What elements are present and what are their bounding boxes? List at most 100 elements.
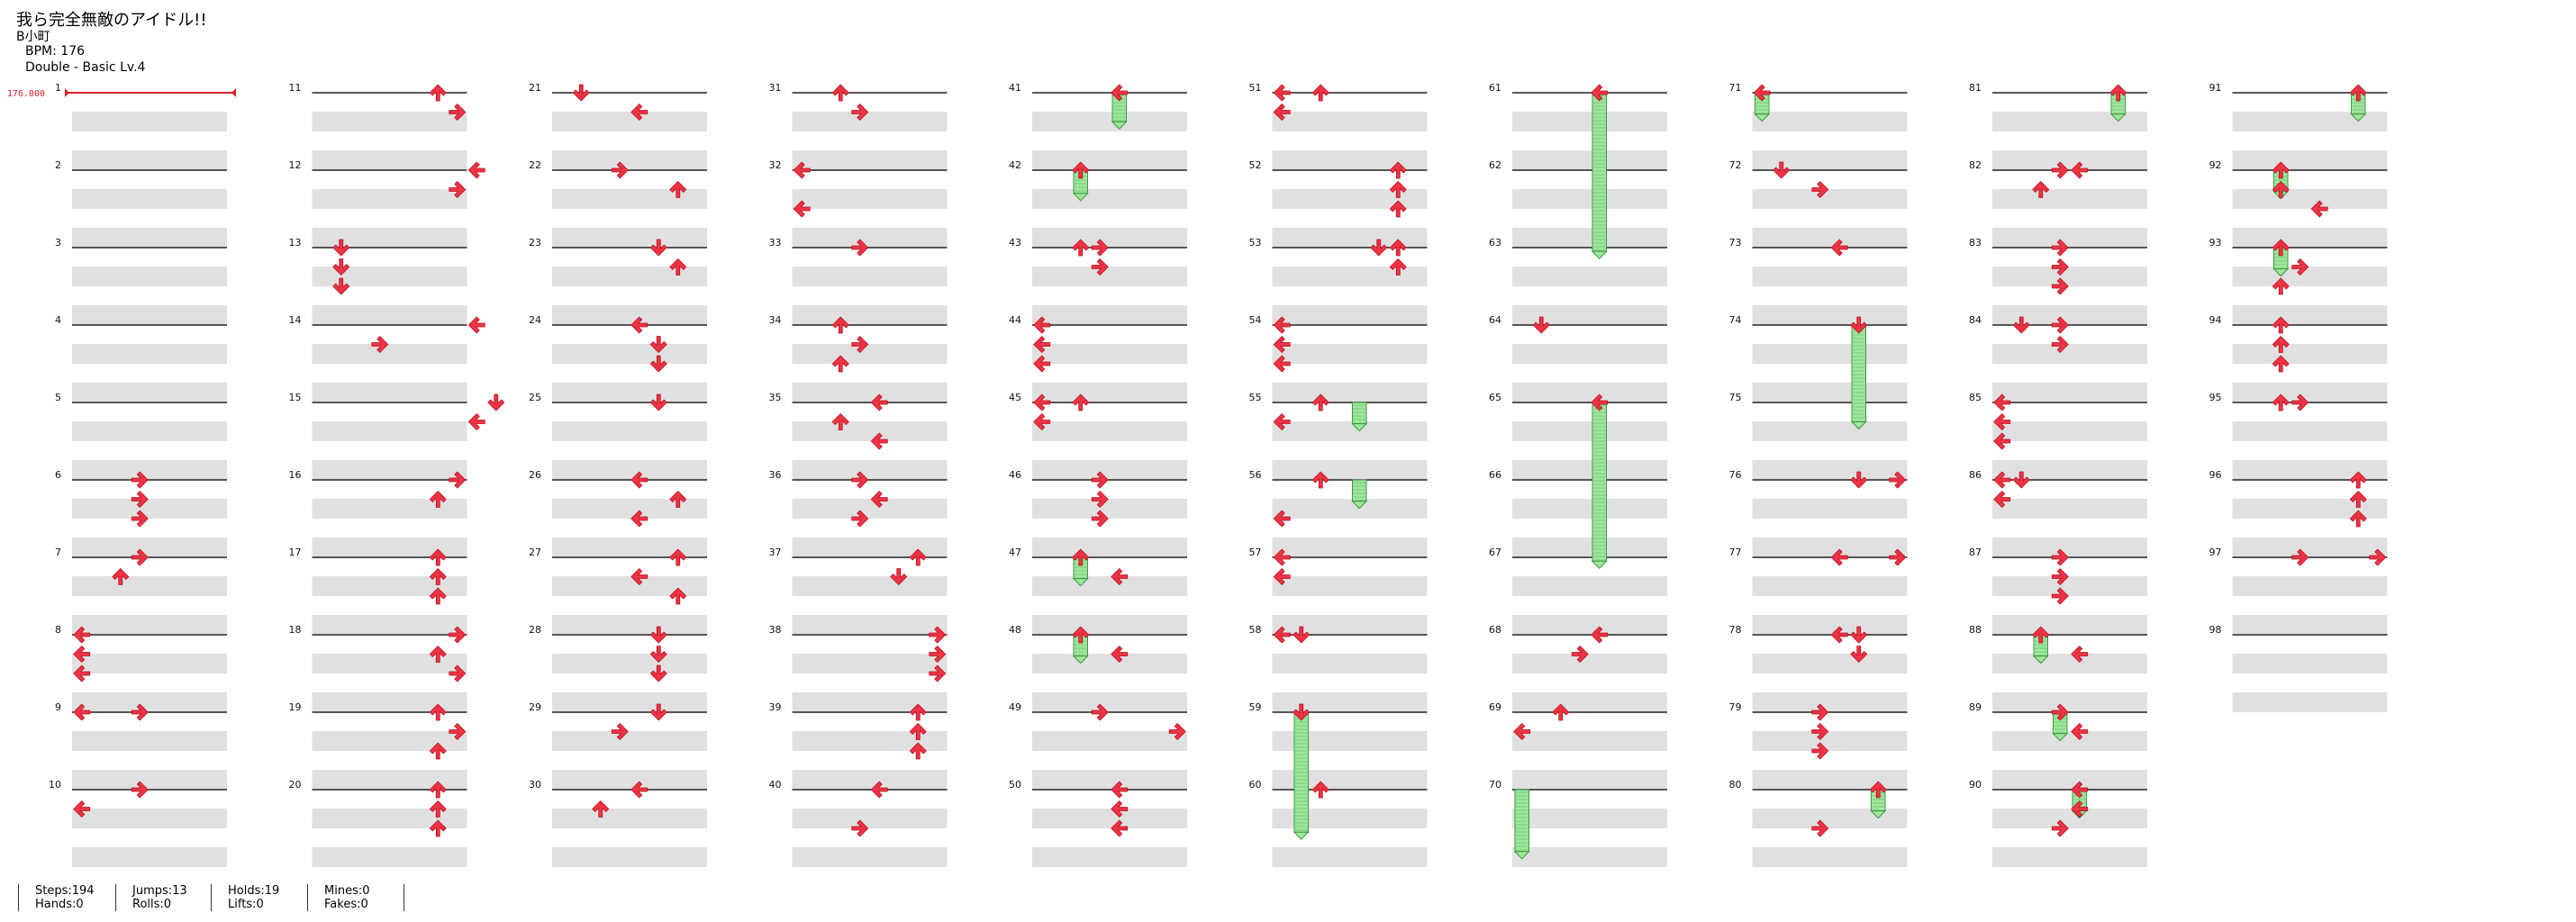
measure-18: 18 xyxy=(289,624,467,712)
measure-number: 20 xyxy=(289,779,302,791)
hold-note xyxy=(1351,402,1368,432)
left-arrow-icon xyxy=(73,664,91,682)
left-arrow-icon xyxy=(2071,646,2089,663)
left-arrow-icon xyxy=(2071,781,2089,799)
beat-stripe xyxy=(1032,615,1187,635)
hold-note xyxy=(2109,92,2127,122)
measure-21: 21 xyxy=(529,82,707,170)
left-arrow-icon xyxy=(1830,626,1848,644)
beat-stripe xyxy=(552,576,707,596)
measure-30: 30 xyxy=(529,779,707,867)
measure-11: 11 xyxy=(289,82,467,170)
down-arrow-icon xyxy=(1293,626,1311,644)
measure-69: 69 xyxy=(1489,701,1667,790)
measure-2: 2 xyxy=(55,159,227,248)
measure-number: 77 xyxy=(1729,547,1742,558)
left-arrow-icon xyxy=(1033,316,1051,334)
left-arrow-icon xyxy=(1273,548,1291,566)
up-arrow-icon xyxy=(429,819,447,837)
beat-stripe xyxy=(1752,847,1908,867)
down-arrow-icon xyxy=(1850,646,1868,663)
measure-number: 68 xyxy=(1489,624,1501,636)
beat-stripe xyxy=(312,189,467,209)
beat-stripe xyxy=(1512,770,1667,790)
right-arrow-icon xyxy=(2051,277,2069,295)
down-arrow-icon xyxy=(1850,316,1868,334)
measure-70: 70 xyxy=(1489,779,1667,867)
beat-stripe xyxy=(72,305,227,325)
beat-stripe xyxy=(792,847,948,867)
up-arrow-icon xyxy=(429,742,447,760)
measure-67: 67 xyxy=(1489,547,1667,635)
beat-stripe xyxy=(1752,421,1908,441)
measure-12: 12 xyxy=(289,159,467,248)
up-arrow-icon xyxy=(1072,239,1090,257)
beat-stripe xyxy=(1512,499,1667,519)
up-arrow-icon xyxy=(2032,181,2050,198)
beat-stripe xyxy=(1752,267,1908,286)
up-arrow-icon xyxy=(2272,336,2290,353)
left-arrow-icon xyxy=(2071,161,2089,179)
down-arrow-icon xyxy=(2012,471,2030,489)
left-arrow-icon xyxy=(1033,336,1051,353)
beat-stripe xyxy=(2232,499,2388,519)
beat-stripe xyxy=(1272,189,1428,209)
measure-number: 74 xyxy=(1729,314,1742,326)
beat-stripe xyxy=(1512,809,1667,828)
hold-note xyxy=(2350,92,2367,122)
stat-jumps: Jumps:13 xyxy=(132,884,187,898)
measure-number: 51 xyxy=(1249,82,1262,94)
left-arrow-icon xyxy=(1273,510,1291,528)
measure-number: 59 xyxy=(1249,701,1262,713)
measure-50: 50 xyxy=(1009,779,1187,867)
left-arrow-icon xyxy=(630,510,649,528)
beat-stripe xyxy=(1272,460,1428,480)
measure-number: 76 xyxy=(1729,469,1742,481)
right-arrow-icon xyxy=(449,104,467,121)
measure-number: 2 xyxy=(55,159,61,171)
measure-25: 25 xyxy=(529,392,707,480)
measure-number: 88 xyxy=(1969,624,1982,636)
beat-stripe xyxy=(1272,267,1428,286)
difficulty-label: Double - Basic Lv.4 xyxy=(25,60,146,75)
right-arrow-icon xyxy=(2051,258,2069,276)
beat-stripe xyxy=(552,731,707,751)
beat-stripe xyxy=(1272,344,1428,364)
down-arrow-icon xyxy=(649,703,667,721)
measure-65: 65 xyxy=(1489,392,1667,480)
beat-stripe xyxy=(1752,576,1908,596)
measure-number: 98 xyxy=(2209,624,2222,636)
hold-note xyxy=(1591,402,1608,570)
measure-20: 20 xyxy=(289,779,467,867)
measure-number: 27 xyxy=(529,547,541,558)
measure-88: 88 xyxy=(1969,624,2147,712)
beat-stripe xyxy=(312,809,467,828)
beat-stripe xyxy=(2232,654,2388,673)
measure-number: 34 xyxy=(769,314,782,326)
beat-stripe xyxy=(312,267,467,286)
measure-number: 43 xyxy=(1009,237,1021,249)
up-arrow-icon xyxy=(1311,393,1329,411)
right-arrow-icon xyxy=(2051,548,2069,566)
beat-stripe xyxy=(1272,421,1428,441)
left-arrow-icon xyxy=(73,703,91,721)
beat-stripe xyxy=(1992,305,2147,325)
left-arrow-icon xyxy=(1111,646,1129,663)
beat-stripe xyxy=(1512,615,1667,635)
left-arrow-icon xyxy=(467,413,485,430)
beat-stripe xyxy=(1272,112,1428,131)
up-arrow-icon xyxy=(2349,471,2367,489)
measure-7: 7 xyxy=(55,547,227,635)
hold-note xyxy=(2052,711,2069,742)
beat-stripe xyxy=(72,576,227,596)
measure-number: 11 xyxy=(289,82,302,94)
beat-stripe xyxy=(1992,112,2147,131)
measure-3: 3 xyxy=(55,237,227,325)
measure-74: 74 xyxy=(1729,314,1908,402)
measure-number: 72 xyxy=(1729,159,1742,171)
beat-stripe xyxy=(312,731,467,751)
beat-stripe xyxy=(552,150,707,170)
beat-stripe xyxy=(1032,576,1187,596)
measure-91: 91 xyxy=(2209,82,2388,170)
right-arrow-icon xyxy=(131,781,149,799)
